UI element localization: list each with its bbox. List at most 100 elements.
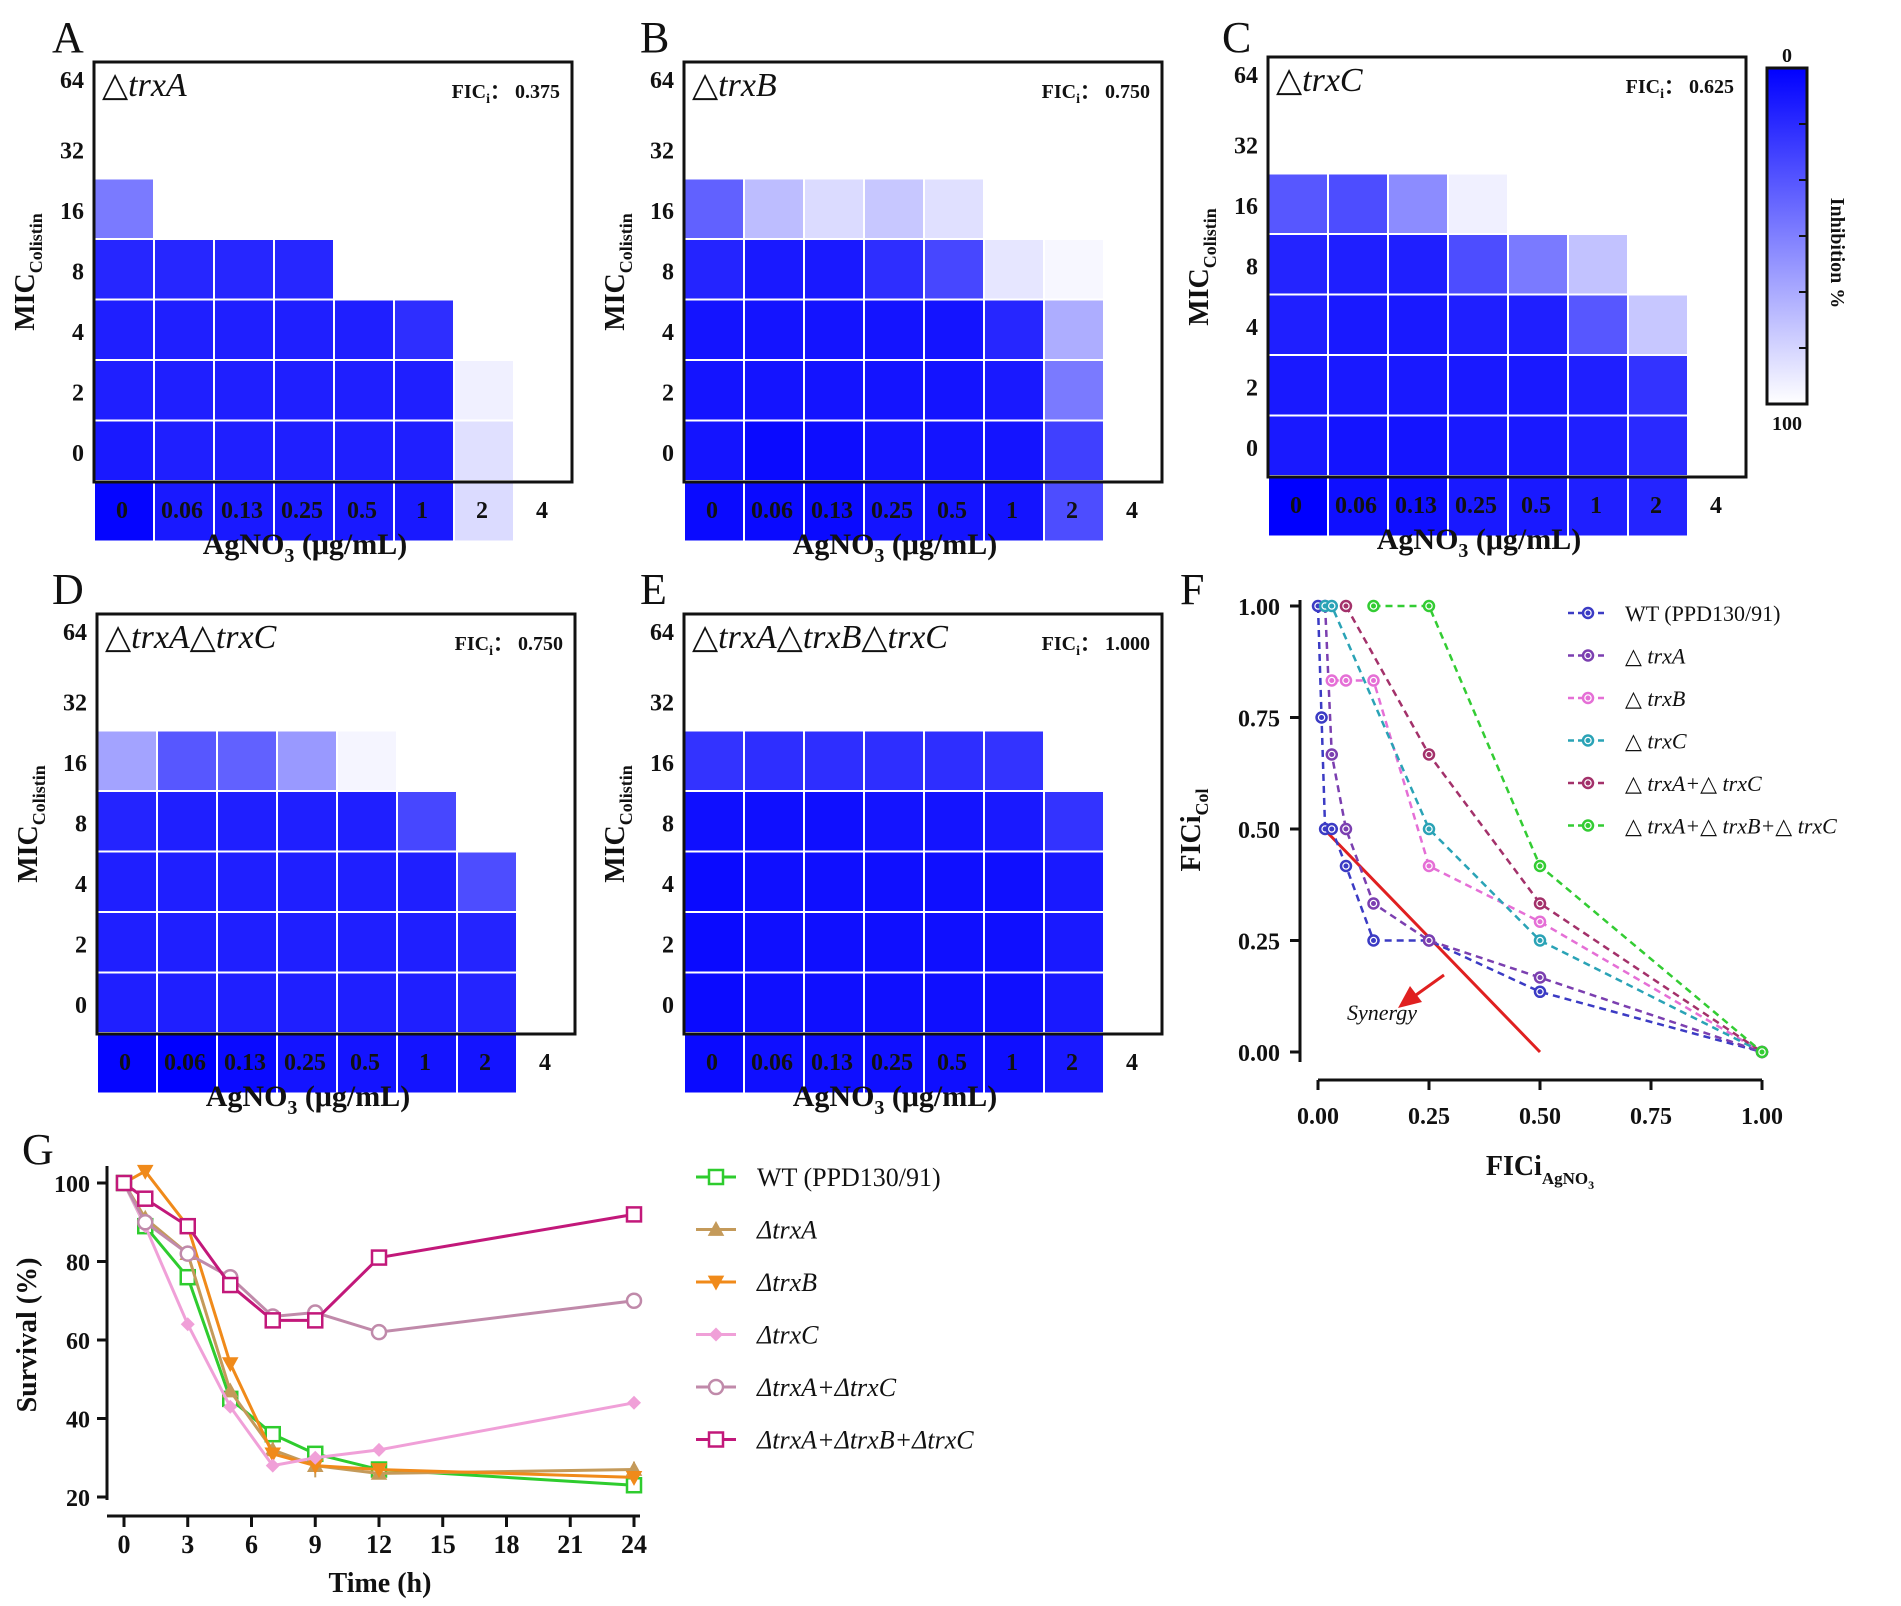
panel-letter-b: B — [640, 13, 669, 62]
fic-colon: ： — [1080, 633, 1100, 655]
heatmap-cell — [338, 913, 396, 972]
heatmap-cell — [1329, 235, 1387, 294]
heatmap-cell — [925, 731, 983, 790]
heatmap-x-tick: 2 — [1650, 493, 1662, 519]
data-point — [223, 1399, 238, 1414]
data-point — [707, 1275, 725, 1291]
legend-entry: △ trxA — [1568, 644, 1686, 669]
y-label-sub: Colistin — [1200, 208, 1220, 268]
heatmap-cell — [158, 973, 216, 1032]
heatmap-y-tick: 16 — [60, 199, 84, 225]
heatmap-y-tick: 64 — [60, 68, 84, 94]
heatmap-y-tick: 4 — [662, 872, 674, 898]
heatmap-cell — [985, 1034, 1043, 1093]
data-point — [707, 1378, 725, 1396]
heatmap-cell — [98, 973, 156, 1032]
fic-sub: i — [486, 92, 490, 107]
heatmap-cell — [335, 361, 393, 420]
fic-main: FIC — [1042, 633, 1076, 655]
heatmap-cell — [1045, 482, 1103, 541]
heatmap-cell — [985, 913, 1043, 972]
x-label-sub: 3 — [284, 545, 294, 567]
heatmap-cell — [95, 179, 153, 238]
heatmap-x-label: AgNO3 (μg/mL) — [1377, 523, 1582, 562]
heatmap-y-tick: 2 — [72, 381, 84, 407]
y-tick-label: 20 — [66, 1486, 90, 1512]
heatmap-cell — [805, 300, 863, 359]
data-point — [264, 1425, 281, 1443]
synergy-annotation: Synergy — [1347, 1000, 1417, 1025]
heatmap-x-tick: 1 — [1006, 498, 1018, 524]
heatmap-cell — [218, 913, 276, 972]
data-point-center — [1371, 603, 1376, 609]
heatmap-cell — [218, 1034, 276, 1093]
data-point-center — [1329, 752, 1335, 758]
heatmap-cell — [745, 913, 803, 972]
data-point-center — [1371, 938, 1376, 943]
legend-entry: WT (PPD130/91) — [1568, 601, 1780, 626]
panel-letter-c: C — [1222, 13, 1251, 62]
heatmap-y-tick: 8 — [72, 260, 84, 286]
heatmap-cell — [1389, 477, 1447, 536]
heatmap-x-tick: 0 — [706, 498, 718, 524]
heatmap-cell — [158, 792, 216, 851]
data-point — [707, 1168, 725, 1186]
series-3 — [1318, 599, 1769, 1059]
heatmap-y-tick: 32 — [650, 139, 674, 165]
series-line — [122, 1182, 635, 1487]
heatmap-cell — [1045, 361, 1103, 420]
heatmap-cell — [745, 792, 803, 851]
y-tick-label: 0.75 — [1238, 707, 1280, 733]
x-label-sub: 3 — [874, 1097, 884, 1119]
heatmap-strain-label: △trxB — [692, 67, 777, 104]
series-2 — [1325, 674, 1769, 1059]
heatmap-x-tick: 4 — [536, 498, 548, 524]
synergy-arrow-shaft — [1415, 973, 1445, 997]
heatmap-cell — [335, 300, 393, 359]
data-point-center — [1537, 938, 1543, 943]
data-point-center — [1343, 677, 1349, 683]
data-point-center — [1426, 863, 1432, 869]
heatmap-cell — [218, 973, 276, 1032]
heatmap-x-tick: 1 — [1590, 493, 1602, 519]
y-tick-label: 60 — [66, 1329, 90, 1355]
heatmap-x-tick: 1 — [1006, 1050, 1018, 1076]
heatmap-cell — [865, 913, 923, 972]
x-label-unit: (μg/mL) — [1468, 523, 1581, 556]
heatmap-x-tick: 2 — [479, 1050, 491, 1076]
heatmap-cell — [155, 361, 213, 420]
data-point-center — [1585, 610, 1591, 616]
heatmap-y-tick: 64 — [63, 620, 87, 646]
heatmap-cell — [455, 361, 513, 420]
legend-label: ΔtrxA+ΔtrxC — [756, 1373, 897, 1402]
heatmap-cell — [158, 913, 216, 972]
legend-label: ΔtrxA — [756, 1216, 817, 1245]
heatmap-cell — [278, 731, 336, 790]
heatmap-y-tick: 4 — [75, 872, 87, 898]
heatmap-cell — [458, 852, 516, 911]
data-point — [221, 1382, 239, 1398]
heatmap-y-tick: 2 — [75, 933, 87, 959]
heatmap-cell — [1629, 477, 1687, 536]
heatmap-x-tick: 4 — [1710, 493, 1722, 519]
y-label-main: MIC — [1184, 268, 1215, 326]
heatmap-cell — [335, 482, 393, 541]
series-line — [122, 1182, 635, 1468]
x-label-sub: 3 — [1458, 540, 1468, 562]
x-axis-label: Time (h) — [329, 1568, 432, 1599]
heatmap-cell — [338, 792, 396, 851]
heatmap-cell — [1269, 356, 1327, 415]
heatmap-frame — [682, 60, 1164, 484]
heatmap-x-tick: 2 — [476, 498, 488, 524]
heatmap-cell — [338, 852, 396, 911]
fic-main: FIC — [1626, 76, 1660, 98]
heatmap-cell — [865, 731, 923, 790]
heatmap-x-tick: 4 — [1126, 1050, 1138, 1076]
x-label-main: AgNO — [793, 1080, 875, 1113]
heatmap-cell — [215, 300, 273, 359]
fic-value: 1.000 — [1100, 633, 1150, 655]
data-point — [264, 1447, 282, 1463]
